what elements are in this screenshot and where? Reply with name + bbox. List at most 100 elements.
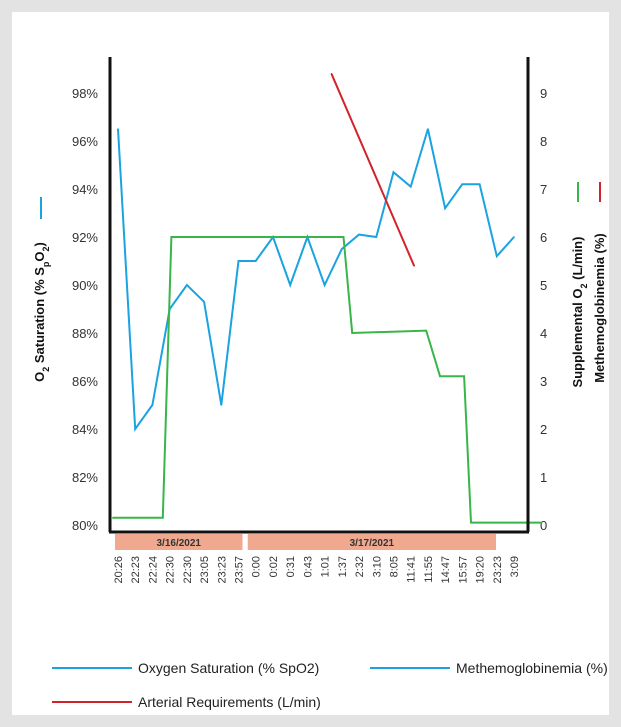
right-axis-label-methemoglobinemia: Methemoglobinemia (%) <box>592 233 607 383</box>
data-point <box>186 284 188 286</box>
x-tick-label: 23:05 <box>199 556 211 584</box>
right-tick-label: 7 <box>540 182 547 197</box>
data-point <box>289 284 292 286</box>
data-point <box>427 128 429 130</box>
data-point <box>330 73 333 75</box>
right-axis-label-supplemental: Supplemental O2 (L/min) <box>570 237 589 388</box>
date-band <box>247 534 496 550</box>
x-tick-label: 15:57 <box>457 556 469 584</box>
x-tick-label: 1:37 <box>337 556 349 577</box>
legend-swatch <box>370 667 450 669</box>
data-point <box>470 521 472 524</box>
legend-label: Methemoglobinemia (%) <box>456 660 608 676</box>
x-tick-label: 3:09 <box>509 556 521 577</box>
data-point <box>392 171 395 173</box>
x-tick-label: 19:20 <box>475 556 487 584</box>
x-tick-label: 23:23 <box>216 556 228 584</box>
right-tick-label: 9 <box>540 86 547 101</box>
x-tick-label: 22:30 <box>165 556 177 584</box>
data-point <box>375 236 378 238</box>
data-point <box>409 185 412 188</box>
legend-item: Oxygen Saturation (% SpO2) <box>52 660 319 676</box>
x-tick-label: 0:02 <box>268 556 280 577</box>
legend-item: Arterial Requirements (L/min) <box>52 694 321 710</box>
x-tick-label: 22:30 <box>182 556 194 584</box>
data-point <box>342 236 345 238</box>
right-tick-label: 4 <box>540 326 547 341</box>
x-tick-label: 0:31 <box>285 556 297 577</box>
series-line-2 <box>330 73 416 267</box>
data-point <box>112 517 114 519</box>
data-point <box>463 375 465 378</box>
date-band-label: 3/16/2021 <box>157 538 202 549</box>
data-point <box>413 265 415 267</box>
legend-item: Methemoglobinemia (%) <box>370 660 608 676</box>
left-tick-label: 96% <box>72 134 98 149</box>
right-tick-label: 8 <box>540 134 547 149</box>
date-band-label: 3/17/2021 <box>350 538 395 549</box>
date-band <box>115 534 243 550</box>
data-point <box>323 284 326 286</box>
x-tick-label: 8:05 <box>389 556 401 577</box>
right-tick-label: 0 <box>540 518 547 533</box>
left-tick-label: 90% <box>72 278 98 293</box>
data-point <box>461 183 464 185</box>
right-tick-label: 6 <box>540 230 547 245</box>
left-tick-label: 92% <box>72 230 98 245</box>
x-tick-label: 23:57 <box>234 556 246 584</box>
data-point <box>444 207 446 209</box>
left-tick-label: 80% <box>72 518 98 533</box>
left-tick-label: 84% <box>72 422 98 437</box>
legend-swatch <box>52 701 132 703</box>
data-point <box>162 517 164 519</box>
data-point <box>496 255 498 257</box>
chart-svg: 80% 82% 84% 86% 88% 90% 92% 94% 96% 98% 0 1 2 3 4 5 6 7 8… <box>32 57 607 584</box>
chart-panel: 80% 82% 84% 86% 88% 90% 92% 94% 96% 98% 0 1 2 3 4 5 6 7 8… <box>12 12 609 715</box>
right-tick-label: 3 <box>540 374 547 389</box>
legend: Oxygen Saturation (% SpO2) Methemoglobine… <box>52 660 621 720</box>
left-tick-label: 94% <box>72 182 98 197</box>
legend-swatch <box>52 667 132 669</box>
x-tick-label: 1:01 <box>320 556 332 577</box>
data-point <box>203 301 205 303</box>
right-tick-label: 1 <box>540 470 547 485</box>
legend-label: Arterial Requirements (L/min) <box>138 694 321 710</box>
x-tick-label: 22:23 <box>130 556 142 584</box>
data-point <box>439 375 441 378</box>
data-point <box>341 248 343 250</box>
x-tick-label: 3:10 <box>371 556 383 577</box>
data-point <box>237 260 240 262</box>
x-tick-label: 0:00 <box>251 556 263 577</box>
right-tick-label: 2 <box>540 422 547 437</box>
data-point <box>351 332 354 334</box>
data-point <box>540 521 543 524</box>
data-point <box>358 233 360 236</box>
left-tick-label: 82% <box>72 470 98 485</box>
legend-label: Oxygen Saturation (% SpO2) <box>138 660 320 676</box>
data-point <box>425 329 428 332</box>
right-tick-label: 5 <box>540 278 547 293</box>
data-point <box>170 236 173 238</box>
x-tick-label: 2:32 <box>354 556 366 577</box>
x-tick-label: 22:24 <box>147 556 159 584</box>
data-point <box>254 260 257 262</box>
data-point <box>308 236 310 238</box>
left-tick-label: 98% <box>72 86 98 101</box>
data-point <box>292 236 295 238</box>
left-axis-label: O2 Saturation (% SpO2) <box>32 242 51 382</box>
x-tick-label: 23:23 <box>492 556 504 584</box>
x-tick-label: 20:26 <box>113 556 125 584</box>
left-tick-label: 86% <box>72 374 98 389</box>
data-point <box>220 404 223 406</box>
data-point <box>151 404 154 406</box>
x-tick-label: 11:41 <box>406 556 418 583</box>
x-tick-label: 11:55 <box>423 556 435 583</box>
data-point <box>117 128 119 130</box>
data-point <box>513 236 515 238</box>
data-point <box>282 236 285 238</box>
x-tick-label: 0:43 <box>302 556 314 577</box>
data-point <box>478 183 481 185</box>
x-tick-label: 14:47 <box>440 556 452 584</box>
series-line-0 <box>117 128 515 432</box>
left-tick-label: 88% <box>72 326 98 341</box>
